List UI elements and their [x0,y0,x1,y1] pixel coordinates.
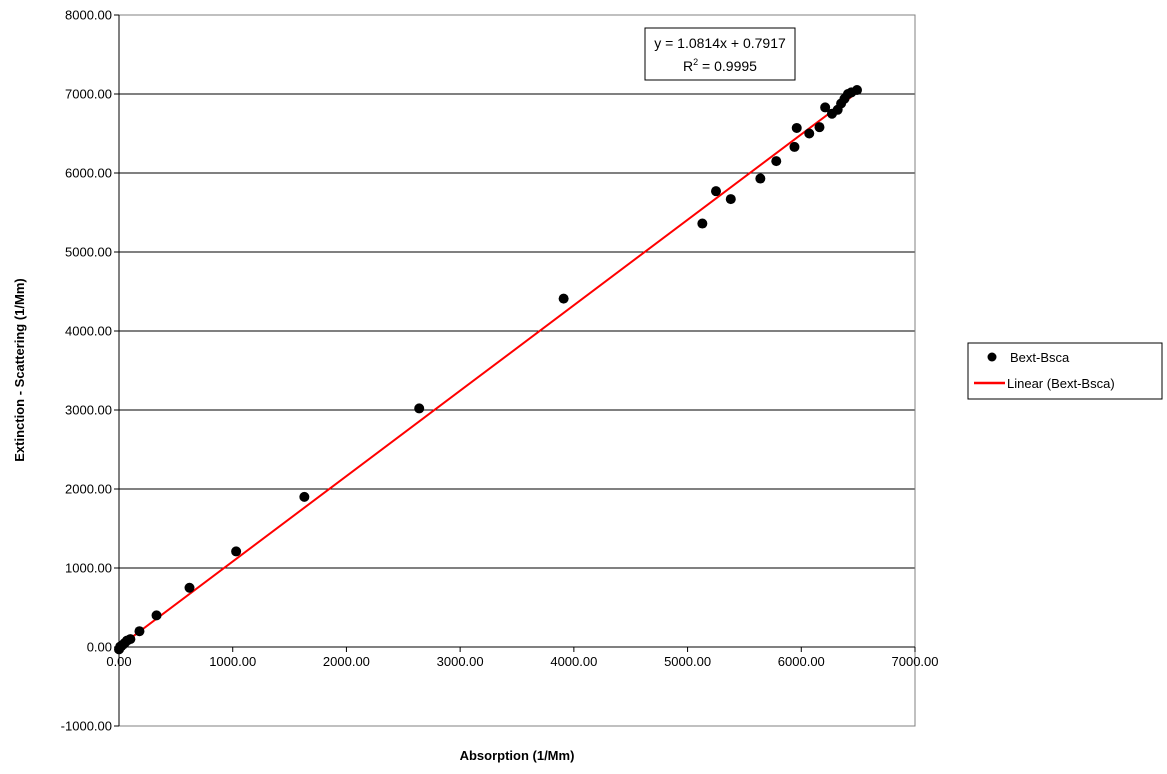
r-squared-prefix: R [683,58,693,74]
equation-text: y = 1.0814x + 0.7917 [654,35,786,51]
data-point [814,122,825,133]
data-point [558,293,569,304]
data-point [134,626,145,637]
y-tick-label: 2000.00 [65,482,112,497]
tick-labels: -1000.00 0.00 1000.00 2000.00 3000.00 4000.00… [61,8,939,734]
data-point [804,128,815,139]
data-point [151,610,162,621]
trendline [118,90,859,648]
trendline-layer [118,90,859,648]
gridlines [119,14,915,727]
data-point [789,141,800,152]
r-squared-text: R2 = 0.9995 [683,57,757,74]
data-point [299,491,310,502]
x-tick-label: 2000.00 [323,654,370,669]
y-tick-label: 5000.00 [65,245,112,260]
x-tick-label: 6000.00 [778,654,825,669]
data-point [771,156,782,167]
legend: Bext-Bsca Linear (Bext-Bsca) [967,342,1163,400]
y-tick-label: 7000.00 [65,87,112,102]
y-axis-title: Extinction - Scattering (1/Mm) [12,278,27,461]
data-point [711,186,721,197]
equation-annotation: y = 1.0814x + 0.7917 R2 = 0.9995 [644,27,796,81]
y-tick-label: -1000.00 [61,719,112,734]
data-point [697,218,708,229]
r-squared-value: = 0.9995 [698,58,757,74]
x-axis-title: Absorption (1/Mm) [460,748,575,763]
x-tick-label: 0.00 [106,654,131,669]
data-point [755,173,766,184]
axes [114,14,916,727]
y-tick-label: 0.00 [87,640,112,655]
data-point [791,122,802,133]
legend-marker-bext-bsca [987,352,997,362]
data-points [114,85,863,655]
legend-label-linear: Linear (Bext-Bsca) [1007,376,1115,391]
legend-box [967,342,1163,400]
data-point [852,85,863,96]
data-point [184,582,195,593]
y-tick-label: 1000.00 [65,561,112,576]
x-tick-label: 5000.00 [664,654,711,669]
data-point [725,194,736,205]
y-tick-label: 8000.00 [65,8,112,23]
equation-box [644,27,796,81]
data-point [125,634,136,645]
y-tick-label: 3000.00 [65,403,112,418]
x-tick-label: 3000.00 [437,654,484,669]
y-tick-label: 4000.00 [65,324,112,339]
data-point [231,546,242,557]
data-point [414,403,425,414]
x-tick-label: 1000.00 [209,654,256,669]
plot-area-border [118,14,916,727]
x-tick-label: 4000.00 [550,654,597,669]
r-squared-superscript: 2 [693,57,698,67]
y-tick-label: 6000.00 [65,166,112,181]
x-tick-label: 7000.00 [892,654,939,669]
data-point [820,102,831,113]
legend-label-bext-bsca: Bext-Bsca [1010,350,1070,365]
